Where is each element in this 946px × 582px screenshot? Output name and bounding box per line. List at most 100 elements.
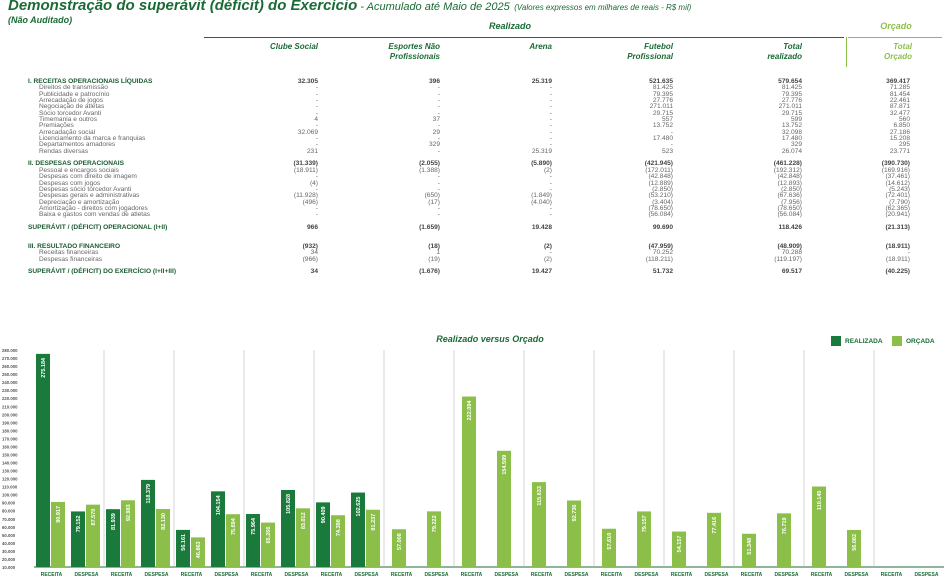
bar-chart: 280.000 270.000 260.000 250.000 240.000 230.0…	[2, 348, 944, 578]
cell-value: -	[437, 204, 440, 212]
bar-value-label: 76.719	[782, 517, 788, 534]
row-label: Departamentos amadores	[39, 141, 116, 149]
bar-value-label: 74.398	[336, 519, 342, 536]
table-row: Negociação de atletas - - - 271.011 271.011 87…	[28, 103, 910, 111]
bar-realizada	[246, 513, 260, 567]
cell-value: -	[670, 141, 673, 149]
col-header-total-realizado: Total realizado	[767, 42, 802, 61]
x-category-label: RECEITA	[671, 572, 693, 578]
cell-value: -	[315, 135, 318, 143]
cell-value: -	[315, 122, 318, 130]
cell-value: (21.313)	[885, 223, 910, 231]
cell-value: (496)	[302, 198, 318, 206]
cell-value: (31.339)	[293, 160, 318, 168]
x-category-label: DESPESA	[425, 572, 449, 578]
cell-value: (1.659)	[419, 223, 440, 231]
cell-value: (20.941)	[885, 211, 910, 219]
cell-value: 26.074	[781, 147, 802, 155]
cell-value: 23.771	[889, 147, 910, 155]
cell-value: (40.225)	[885, 268, 910, 276]
x-category-label: RECEITA	[181, 572, 203, 578]
cell-value: 15.208	[889, 135, 910, 143]
bar-value-label: 115.633	[537, 486, 543, 506]
cell-value: (17)	[428, 198, 440, 206]
title-sep: -	[357, 1, 367, 13]
table-row: Receitas financeiras 34 1 - 70.252 70.288 -	[28, 249, 910, 257]
bar-orcada	[121, 500, 135, 567]
cell-value: 22.461	[889, 97, 910, 105]
row-label: Amortização - direitos com jogadores	[39, 204, 148, 212]
cell-value: 71.285	[889, 84, 910, 92]
cell-value: 579.654	[778, 78, 802, 85]
financial-statement-table: I. RECEITAS OPERACIONAIS LÍQUIDAS 32.305 3…	[28, 78, 910, 276]
y-tick-label: 50.000	[2, 533, 16, 538]
x-category-label: RECEITA	[41, 572, 63, 578]
cell-value: -	[907, 249, 910, 257]
bar-realizada	[141, 479, 155, 567]
table-row: Sócio torcedor Avanti - - - 29.715 29.715 32.4…	[28, 109, 910, 117]
y-tick-label: 270.000	[2, 356, 18, 361]
cell-value: -	[549, 211, 552, 219]
audit-status: (Não Auditado)	[8, 15, 73, 25]
bar-orcada	[226, 514, 240, 567]
cell-value: 27.186	[889, 128, 910, 136]
bar-value-label: 83.012	[301, 512, 307, 529]
cell-value: 32.477	[889, 109, 910, 117]
row-label: Direitos de transmissão	[39, 84, 108, 92]
bar-value-label: 102.625	[356, 497, 362, 517]
cell-value: (5.243)	[889, 185, 910, 193]
cell-value: 34	[310, 268, 318, 276]
row-label: I. RECEITAS OPERACIONAIS LÍQUIDAS	[28, 78, 153, 85]
bar-orcada	[462, 396, 476, 567]
cell-value: -	[437, 122, 440, 130]
bar-value-label: 154.599	[502, 455, 508, 475]
x-category-label: DESPESA	[75, 572, 99, 578]
x-category-label: RECEITA	[461, 572, 483, 578]
row-label: Baixa e gastos com vendas de atletas	[39, 211, 151, 219]
table-row: Pessoal e encargos sociais (18.911) (1.388…	[28, 166, 910, 174]
row-label: Timemania e outros	[39, 116, 98, 124]
table-row: Departamentos amadores - 329 - - 329 295	[28, 141, 910, 149]
cell-value: 37	[432, 116, 440, 124]
row-label: Rendas diversas	[39, 147, 89, 155]
bar-realizada	[176, 529, 190, 567]
cell-value: -	[437, 97, 440, 105]
table-row: Arrecadação social 32.069 29 - - 32.098 27.186	[28, 128, 910, 136]
section-row: SUPERÁVIT / (DÉFICIT) DO EXERCÍCIO (I+II…	[28, 268, 910, 276]
x-category-label: RECEITA	[811, 572, 833, 578]
cell-value: 81.425	[652, 84, 673, 92]
x-category-label: DESPESA	[635, 572, 659, 578]
cell-value: (119.197)	[774, 255, 802, 263]
y-tick-label: 140.000	[2, 461, 18, 466]
cell-value: -	[437, 90, 440, 98]
table-row: Despesas sócio torcedor Avanti - - - (2.850)…	[28, 185, 910, 193]
cell-value: (18.911)	[293, 166, 318, 174]
cell-value: (47.959)	[648, 242, 673, 250]
cell-value: (56.084)	[648, 211, 673, 219]
bar-orcada	[567, 500, 581, 567]
cell-value: (2)	[543, 242, 552, 250]
cell-value: -	[315, 103, 318, 111]
bar-value-label: 92.736	[572, 505, 578, 522]
row-label: SUPERÁVIT / (DÉFICIT) OPERACIONAL (I+II)	[28, 223, 168, 231]
bar-value-label: 105.828	[286, 494, 292, 514]
y-tick-label: 110.000	[2, 485, 18, 490]
table-row: Amortização - direitos com jogadores - - - (…	[28, 204, 910, 212]
cell-value: (14.612)	[885, 179, 910, 187]
realizado-line	[204, 37, 844, 38]
cell-value: 13.752	[781, 122, 802, 130]
cell-value: 329	[428, 141, 440, 149]
cell-value: -	[315, 185, 318, 193]
x-category-label: DESPESA	[915, 572, 939, 578]
cell-value: 231	[306, 147, 318, 155]
cell-value: 81.454	[889, 90, 910, 98]
row-label: Licenciamento da marca e franquias	[39, 135, 146, 143]
bar-realizada	[71, 511, 85, 567]
cell-value: -	[549, 90, 552, 98]
bar-orcada	[51, 501, 65, 567]
cell-value: (4)	[309, 179, 318, 187]
bar-value-label: 87.570	[91, 509, 97, 526]
table-row: Despesas financeiras (966) (19) (2) (118.211…	[28, 255, 910, 263]
orcado-line	[848, 37, 942, 38]
y-tick-label: 90.000	[2, 501, 16, 506]
